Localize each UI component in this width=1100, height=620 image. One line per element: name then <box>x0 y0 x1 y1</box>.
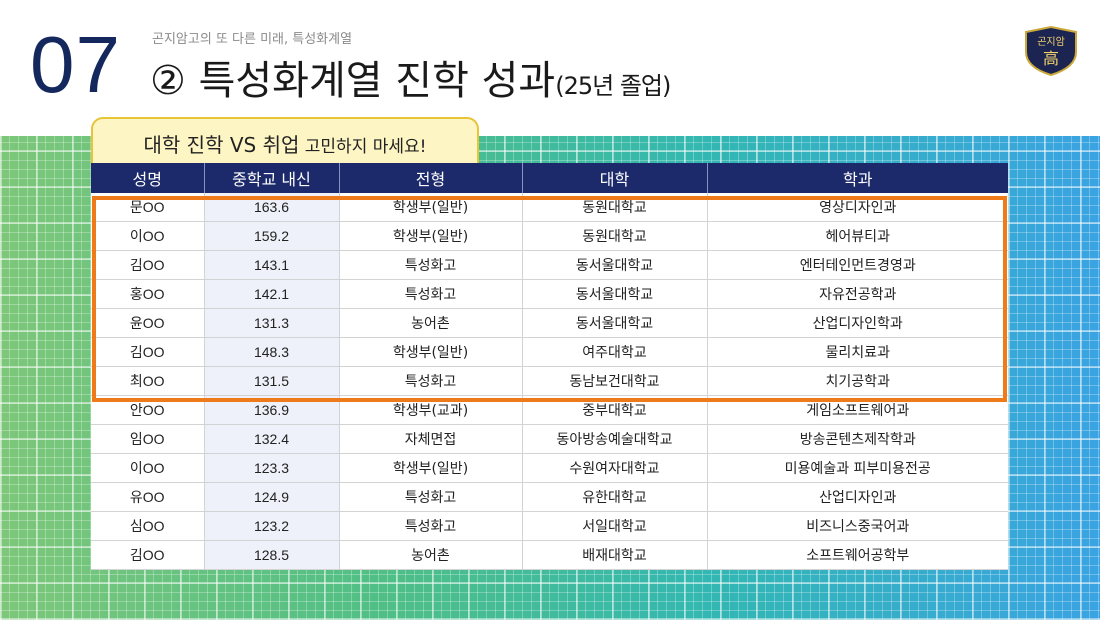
cell-admission-type: 특성화고 <box>339 279 523 309</box>
table-row: 김OO 148.3 학생부(일반) 여주대학교 물리치료과 <box>91 337 1008 367</box>
table-row: 김OO 128.5 농어촌 배재대학교 소프트웨어공학부 <box>91 540 1008 570</box>
table-row: 홍OO 142.1 특성화고 동서울대학교 자유전공학과 <box>91 279 1008 309</box>
table-row: 임OO 132.4 자체면접 동아방송예술대학교 방송콘텐츠제작학과 <box>91 424 1008 454</box>
cell-department: 게임소프트웨어과 <box>707 395 1008 425</box>
cell-name: 김OO <box>91 337 205 367</box>
page-title: ② 특성화계열 진학 성과(25년 졸업) <box>150 48 671 106</box>
cell-name: 이OO <box>91 221 205 251</box>
cell-grade: 123.2 <box>204 511 340 541</box>
cell-admission-type: 학생부(일반) <box>339 221 523 251</box>
cell-university: 배재대학교 <box>522 540 708 570</box>
cell-department: 자유전공학과 <box>707 279 1008 309</box>
cell-grade: 128.5 <box>204 540 340 570</box>
cell-grade: 123.3 <box>204 453 340 483</box>
cell-grade: 136.9 <box>204 395 340 425</box>
callout-small: 고민하지 마세요! <box>299 137 427 157</box>
column-header-department: 학과 <box>707 163 1008 193</box>
cell-university: 동남보건대학교 <box>522 366 708 396</box>
cell-grade: 142.1 <box>204 279 340 309</box>
cell-grade: 148.3 <box>204 337 340 367</box>
cell-university: 유한대학교 <box>522 482 708 512</box>
cell-name: 문OO <box>91 193 205 222</box>
cell-university: 동서울대학교 <box>522 308 708 338</box>
cell-name: 홍OO <box>91 279 205 309</box>
cell-admission-type: 특성화고 <box>339 366 523 396</box>
table-row: 안OO 136.9 학생부(교과) 중부대학교 게임소프트웨어과 <box>91 395 1008 425</box>
table-row: 윤OO 131.3 농어촌 동서울대학교 산업디자인학과 <box>91 308 1008 338</box>
table-row: 이OO 123.3 학생부(일반) 수원여자대학교 미용예술과 피부미용전공 <box>91 453 1008 483</box>
results-table-container: 성명 중학교 내신 전형 대학 학과 문OO 163.6 학생부(일반) 동원대학교 영… <box>91 163 1008 570</box>
cell-grade: 163.6 <box>204 193 340 222</box>
page-number: 07 <box>30 20 121 109</box>
cell-university: 동서울대학교 <box>522 279 708 309</box>
title-main: ② 특성화계열 진학 성과 <box>150 58 556 104</box>
table-row: 유OO 124.9 특성화고 유한대학교 산업디자인과 <box>91 482 1008 512</box>
table-row: 심OO 123.2 특성화고 서일대학교 비즈니스중국어과 <box>91 511 1008 541</box>
column-header-grade: 중학교 내신 <box>204 163 340 193</box>
cell-department: 영상디자인과 <box>707 193 1008 222</box>
cell-admission-type: 학생부(일반) <box>339 193 523 222</box>
table-row: 이OO 159.2 학생부(일반) 동원대학교 헤어뷰티과 <box>91 221 1008 251</box>
cell-name: 윤OO <box>91 308 205 338</box>
cell-department: 물리치료과 <box>707 337 1008 367</box>
callout-main: 대학 진학 VS 취업 <box>143 133 300 157</box>
cell-grade: 131.5 <box>204 366 340 396</box>
logo-text: 곤지암 <box>1037 36 1065 48</box>
cell-university: 동아방송예술대학교 <box>522 424 708 454</box>
column-header-university: 대학 <box>522 163 708 193</box>
cell-name: 유OO <box>91 482 205 512</box>
cell-admission-type: 학생부(일반) <box>339 337 523 367</box>
cell-grade: 159.2 <box>204 221 340 251</box>
table-row: 김OO 143.1 특성화고 동서울대학교 엔터테인먼트경영과 <box>91 250 1008 280</box>
cell-name: 심OO <box>91 511 205 541</box>
cell-admission-type: 학생부(교과) <box>339 395 523 425</box>
cell-name: 이OO <box>91 453 205 483</box>
cell-admission-type: 특성화고 <box>339 482 523 512</box>
cell-department: 비즈니스중국어과 <box>707 511 1008 541</box>
table-header-row: 성명 중학교 내신 전형 대학 학과 <box>91 163 1008 193</box>
cell-department: 산업디자인과 <box>707 482 1008 512</box>
cell-grade: 132.4 <box>204 424 340 454</box>
cell-name: 안OO <box>91 395 205 425</box>
cell-grade: 124.9 <box>204 482 340 512</box>
cell-department: 방송콘텐츠제작학과 <box>707 424 1008 454</box>
cell-admission-type: 특성화고 <box>339 250 523 280</box>
cell-department: 산업디자인학과 <box>707 308 1008 338</box>
table-row: 최OO 131.5 특성화고 동남보건대학교 치기공학과 <box>91 366 1008 396</box>
cell-name: 김OO <box>91 540 205 570</box>
table-row: 문OO 163.6 학생부(일반) 동원대학교 영상디자인과 <box>91 193 1008 222</box>
results-table: 성명 중학교 내신 전형 대학 학과 문OO 163.6 학생부(일반) 동원대학교 영… <box>91 163 1008 570</box>
cell-department: 미용예술과 피부미용전공 <box>707 453 1008 483</box>
column-header-admission-type: 전형 <box>339 163 523 193</box>
school-logo-icon: 곤지암 高 <box>1025 26 1077 76</box>
cell-grade: 131.3 <box>204 308 340 338</box>
cell-name: 김OO <box>91 250 205 280</box>
cell-admission-type: 농어촌 <box>339 540 523 570</box>
cell-name: 최OO <box>91 366 205 396</box>
cell-department: 소프트웨어공학부 <box>707 540 1008 570</box>
cell-university: 서일대학교 <box>522 511 708 541</box>
cell-university: 동서울대학교 <box>522 250 708 280</box>
cell-university: 동원대학교 <box>522 221 708 251</box>
cell-name: 임OO <box>91 424 205 454</box>
page-subtitle: 곤지암고의 또 다른 미래, 특성화계열 <box>152 32 353 47</box>
cell-university: 중부대학교 <box>522 395 708 425</box>
cell-university: 여주대학교 <box>522 337 708 367</box>
cell-admission-type: 특성화고 <box>339 511 523 541</box>
cell-department: 헤어뷰티과 <box>707 221 1008 251</box>
title-small: (25년 졸업) <box>555 72 671 100</box>
cell-grade: 143.1 <box>204 250 340 280</box>
cell-university: 동원대학교 <box>522 193 708 222</box>
cell-department: 치기공학과 <box>707 366 1008 396</box>
cell-admission-type: 자체면접 <box>339 424 523 454</box>
logo-char: 高 <box>1043 49 1059 68</box>
cell-department: 엔터테인먼트경영과 <box>707 250 1008 280</box>
cell-admission-type: 농어촌 <box>339 308 523 338</box>
column-header-name: 성명 <box>91 163 205 193</box>
cell-university: 수원여자대학교 <box>522 453 708 483</box>
cell-admission-type: 학생부(일반) <box>339 453 523 483</box>
